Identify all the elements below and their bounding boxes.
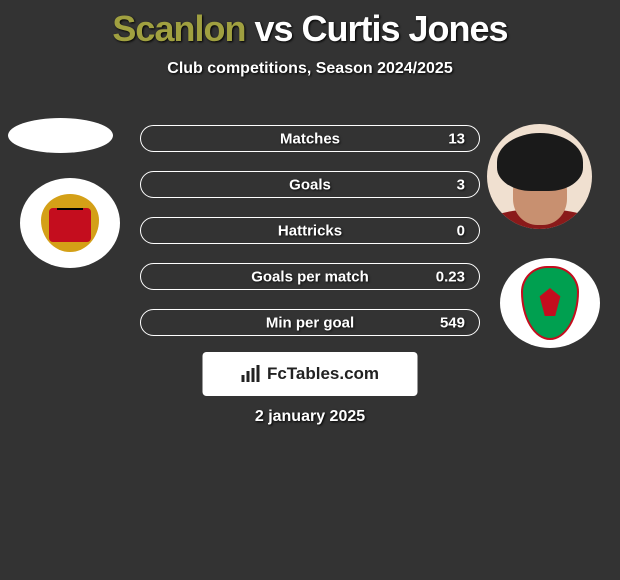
player1-club-crest — [20, 178, 120, 268]
stat-bar: Goals per match 0.23 — [140, 263, 480, 290]
stat-bar-value: 3 — [457, 176, 465, 193]
title-vs: vs — [254, 8, 292, 49]
title-player2: Curtis Jones — [302, 8, 508, 49]
stat-bar-value: 13 — [448, 130, 465, 147]
subtitle: Club competitions, Season 2024/2025 — [0, 60, 620, 78]
stat-bar-label: Matches — [280, 130, 340, 147]
stat-bar-value: 0.23 — [436, 268, 465, 285]
player1-avatar — [8, 118, 113, 153]
stats-bars: Matches 13 Goals 3 Hattricks 0 Goals per… — [140, 125, 480, 355]
stat-bar-label: Hattricks — [278, 222, 342, 239]
player2-club-crest — [500, 258, 600, 348]
branding-label: FcTables.com — [267, 364, 379, 384]
stat-bar-value: 549 — [440, 314, 465, 331]
title-player1: Scanlon — [112, 8, 245, 49]
stat-bar-label: Goals per match — [251, 268, 369, 285]
chart-icon — [241, 365, 261, 383]
stat-bar-value: 0 — [457, 222, 465, 239]
stat-bar-label: Goals — [289, 176, 331, 193]
stat-bar: Goals 3 — [140, 171, 480, 198]
player2-avatar — [487, 124, 592, 229]
stat-bar: Matches 13 — [140, 125, 480, 152]
man-utd-crest-icon — [35, 188, 105, 258]
liverpool-crest-icon — [521, 266, 579, 340]
stat-bar-label: Min per goal — [266, 314, 354, 331]
stat-bar: Min per goal 549 — [140, 309, 480, 336]
stat-bar: Hattricks 0 — [140, 217, 480, 244]
branding-logo: FcTables.com — [203, 352, 418, 396]
page-title: Scanlon vs Curtis Jones — [0, 0, 620, 50]
date-label: 2 january 2025 — [0, 408, 620, 426]
